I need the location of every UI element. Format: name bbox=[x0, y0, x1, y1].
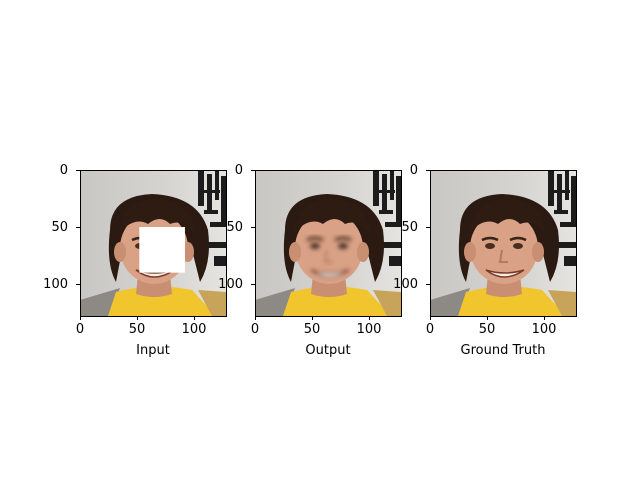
facial-features bbox=[306, 236, 352, 278]
shirt-left bbox=[255, 288, 295, 316]
xtick-mark bbox=[369, 316, 371, 320]
hair-fringe bbox=[468, 198, 546, 236]
xtick-label: 0 bbox=[425, 322, 435, 337]
xtick-mark bbox=[80, 316, 81, 320]
xtick-label: 100 bbox=[531, 322, 557, 337]
ytick-label: 100 bbox=[43, 277, 68, 293]
panel-xlabel: Output bbox=[305, 343, 351, 358]
hair-fringe bbox=[118, 198, 196, 236]
xtick-label: 50 bbox=[478, 322, 496, 337]
shoulder-right bbox=[373, 290, 401, 316]
face bbox=[295, 212, 363, 284]
ear-right bbox=[532, 242, 544, 262]
ytick-mark bbox=[251, 284, 255, 286]
xtick-mark bbox=[487, 316, 489, 320]
xtick-mark bbox=[137, 316, 139, 320]
ytick-label: 100 bbox=[393, 277, 418, 293]
ear-left bbox=[289, 242, 301, 262]
xtick-label: 100 bbox=[356, 322, 382, 337]
shoulder-right bbox=[548, 290, 576, 316]
ytick-mark bbox=[76, 170, 80, 171]
ytick-label: 0 bbox=[409, 163, 418, 178]
backdrop-pattern bbox=[373, 170, 401, 266]
panel-ground-truth: 0 50 100 0 50 100 Ground Truth bbox=[393, 164, 577, 357]
hair-fringe bbox=[293, 198, 371, 236]
xtick-mark bbox=[430, 316, 431, 320]
panel-xlabel: Input bbox=[136, 343, 170, 358]
shirt-left bbox=[80, 288, 120, 316]
ytick-mark bbox=[76, 227, 80, 229]
panel-xlabel: Ground Truth bbox=[460, 343, 546, 358]
occlusion-mask bbox=[139, 227, 185, 273]
ytick-mark bbox=[251, 170, 255, 171]
ytick-label: 50 bbox=[226, 220, 243, 236]
ear-right bbox=[182, 242, 194, 262]
xtick-label: 0 bbox=[75, 322, 85, 337]
xtick-mark bbox=[255, 316, 256, 320]
shirt bbox=[283, 286, 391, 316]
ytick-label: 0 bbox=[234, 163, 243, 178]
axes-frame bbox=[80, 170, 227, 317]
xtick-mark bbox=[544, 316, 546, 320]
axes-frame bbox=[255, 170, 402, 317]
ear-left bbox=[464, 242, 476, 262]
ytick-label: 100 bbox=[218, 277, 243, 293]
xtick-label: 100 bbox=[181, 322, 207, 337]
photo-output bbox=[255, 170, 401, 316]
ytick-mark bbox=[251, 227, 255, 229]
xtick-mark bbox=[312, 316, 314, 320]
photo-input bbox=[80, 170, 226, 316]
ytick-mark bbox=[426, 227, 430, 229]
face bbox=[470, 212, 538, 284]
ytick-mark bbox=[426, 284, 430, 286]
ytick-label: 50 bbox=[401, 220, 418, 236]
ytick-mark bbox=[76, 284, 80, 286]
xtick-label: 50 bbox=[303, 322, 321, 337]
shirt-left bbox=[430, 288, 470, 316]
shirt bbox=[458, 286, 566, 316]
ear-left bbox=[114, 242, 126, 262]
xtick-label: 0 bbox=[250, 322, 260, 337]
shoulder-right bbox=[198, 290, 226, 316]
ytick-mark bbox=[426, 170, 430, 171]
backdrop-pattern bbox=[548, 170, 576, 266]
panel-output: 0 50 100 0 50 100 Output bbox=[218, 164, 402, 357]
shirt bbox=[108, 286, 216, 316]
ear-right bbox=[357, 242, 369, 262]
ytick-label: 0 bbox=[59, 163, 68, 178]
xtick-label: 50 bbox=[128, 322, 146, 337]
photo-ground-truth bbox=[430, 170, 576, 316]
xtick-mark bbox=[194, 316, 196, 320]
facial-features bbox=[481, 236, 527, 278]
axes-frame bbox=[430, 170, 577, 317]
panel-input: 0 50 100 0 50 100 Input bbox=[43, 164, 227, 357]
backdrop-pattern bbox=[198, 170, 226, 266]
ytick-label: 50 bbox=[51, 220, 68, 236]
